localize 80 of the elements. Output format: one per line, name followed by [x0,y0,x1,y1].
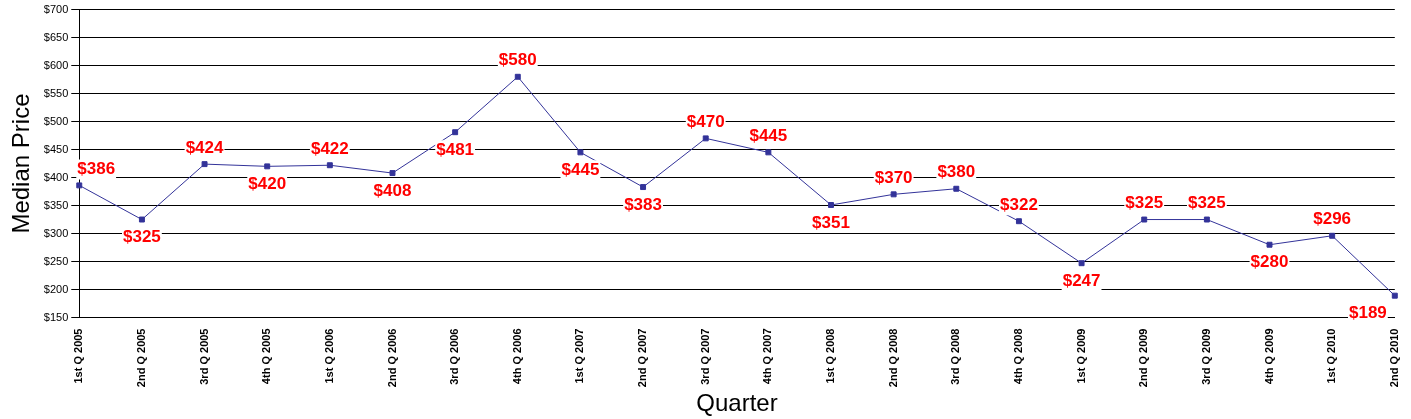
point [702,135,709,142]
y-tick-label: $350 [43,198,69,211]
y-tick-label: $150 [43,310,69,323]
point [828,202,834,208]
data-label: $386 [77,159,116,179]
point [264,163,271,170]
x-tick-label: 1st Q 2010 [1325,328,1338,384]
point [890,191,897,198]
data-label: $420 [248,174,287,194]
y-tick-label: $250 [43,254,69,267]
x-tick-label: 4th Q 2009 [1262,328,1275,385]
point [201,161,208,168]
x-tick-label: 1st Q 2006 [322,328,335,384]
data-label: $445 [561,160,600,180]
y-tick-label: $300 [43,226,69,239]
data-label: $580 [498,50,537,70]
x-tick-label: 4th Q 2005 [260,328,273,385]
data-label: $408 [373,180,412,200]
point [1329,232,1336,239]
point [1391,292,1398,299]
data-label: $322 [1000,194,1038,214]
data-label: $325 [123,227,161,247]
data-label: $280 [1250,252,1289,272]
point [1141,216,1148,223]
x-tick-label: 3rd Q 2006 [448,328,461,385]
data-label: $325 [1187,193,1226,213]
data-label: $247 [1062,270,1101,290]
data-label: $422 [310,138,349,158]
x-tick-label: 2nd Q 2006 [385,328,398,388]
data-label: $189 [1348,303,1387,323]
data-label: $296 [1313,209,1352,229]
point [389,170,396,177]
x-tick-label: 3rd Q 2008 [949,328,962,385]
data-label: $370 [874,168,913,188]
y-axis-title: Median Price [7,93,35,234]
x-tick-label: 4th Q 2008 [1011,328,1024,385]
y-tick-label: $400 [43,170,69,183]
point [953,185,960,192]
x-tick-label: 1st Q 2005 [72,328,85,384]
point [514,73,521,80]
y-tick-label: $650 [43,30,69,43]
point [138,216,145,223]
y-tick-label: $500 [43,114,69,127]
y-tick-label: $600 [43,58,69,71]
data-label: $481 [436,139,475,159]
y-tick-label: $550 [43,86,69,99]
y-tick-label: $450 [43,142,69,155]
y-tick-label: $700 [43,2,69,15]
x-tick-label: 4th Q 2007 [761,328,774,385]
x-tick-label: 2nd Q 2010 [1387,328,1400,388]
point [452,129,459,136]
x-tick-label: 2nd Q 2009 [1137,328,1150,388]
point [577,149,584,156]
x-tick-label: 3rd Q 2009 [1199,328,1212,385]
point [76,182,83,189]
data-label: $445 [749,126,788,146]
point [326,162,333,169]
data-label: $351 [812,212,850,232]
x-tick-label: 1st Q 2009 [1074,328,1087,384]
x-tick-label: 2nd Q 2005 [134,328,147,388]
point [765,149,772,156]
x-tick-label: 4th Q 2006 [510,328,523,385]
data-label: $380 [937,162,976,182]
x-tick-label: 2nd Q 2008 [886,328,899,388]
x-tick-label: 3rd Q 2005 [197,328,210,385]
y-tick-label: $200 [43,282,69,295]
point [1203,216,1210,223]
data-label: $424 [185,137,225,157]
data-label: $325 [1125,193,1164,213]
point [640,184,647,191]
x-tick-label: 3rd Q 2007 [698,328,711,385]
data-label: $383 [624,194,662,214]
x-tick-label: 1st Q 2008 [824,328,837,384]
point [1266,241,1273,248]
data-label: $470 [686,112,725,132]
x-tick-label: 2nd Q 2007 [636,328,649,388]
point [1078,260,1085,267]
x-tick-label: 1st Q 2007 [573,328,586,384]
x-axis-title: Quarter [696,389,778,417]
point [1015,218,1022,225]
